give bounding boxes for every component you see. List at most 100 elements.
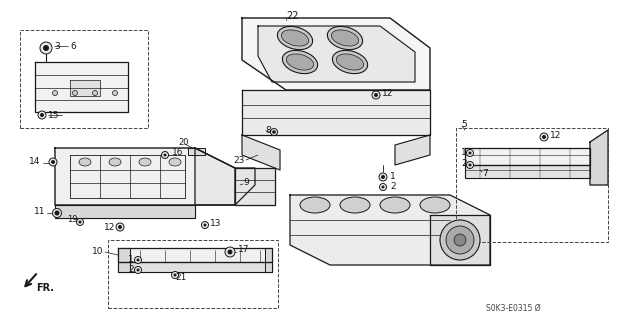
Circle shape [73, 91, 78, 95]
Polygon shape [242, 135, 280, 170]
Polygon shape [242, 90, 430, 135]
Polygon shape [235, 168, 275, 205]
Circle shape [40, 42, 52, 54]
Ellipse shape [109, 158, 121, 166]
Circle shape [112, 91, 117, 95]
Polygon shape [265, 248, 272, 272]
Text: 1: 1 [390, 172, 396, 180]
Circle shape [225, 247, 235, 257]
Circle shape [466, 149, 473, 156]
Text: 12: 12 [104, 223, 115, 233]
Text: 2: 2 [461, 158, 467, 167]
Circle shape [161, 151, 168, 158]
Polygon shape [118, 248, 272, 262]
Circle shape [76, 219, 83, 226]
Text: 11: 11 [34, 207, 45, 217]
Circle shape [173, 274, 176, 276]
Ellipse shape [281, 30, 309, 46]
Text: 1: 1 [129, 254, 134, 263]
Circle shape [38, 111, 46, 119]
Polygon shape [35, 62, 128, 112]
Polygon shape [188, 148, 205, 155]
Polygon shape [55, 148, 235, 205]
Circle shape [43, 45, 49, 51]
Circle shape [40, 113, 44, 117]
Ellipse shape [420, 197, 450, 213]
Text: 12: 12 [382, 89, 393, 98]
Circle shape [540, 133, 548, 141]
Text: 2: 2 [129, 265, 134, 274]
Circle shape [381, 186, 384, 188]
Text: 2: 2 [390, 181, 396, 190]
Circle shape [272, 130, 276, 134]
Text: 17: 17 [238, 245, 250, 254]
Circle shape [379, 183, 386, 190]
Circle shape [446, 226, 474, 254]
Circle shape [468, 164, 471, 166]
Polygon shape [242, 18, 430, 90]
Circle shape [372, 91, 380, 99]
Polygon shape [465, 165, 590, 178]
Text: 16: 16 [172, 148, 183, 156]
Ellipse shape [332, 50, 368, 74]
Polygon shape [395, 135, 430, 165]
Circle shape [171, 271, 178, 278]
Polygon shape [290, 195, 490, 265]
Ellipse shape [337, 54, 364, 70]
Circle shape [379, 173, 387, 181]
Ellipse shape [278, 26, 312, 50]
Ellipse shape [332, 30, 359, 46]
Polygon shape [70, 80, 100, 96]
Text: S0K3-E0315 Ø: S0K3-E0315 Ø [486, 303, 541, 313]
Polygon shape [590, 130, 608, 185]
Circle shape [163, 154, 166, 156]
Circle shape [468, 151, 471, 155]
Text: 20: 20 [178, 138, 189, 147]
Circle shape [53, 91, 58, 95]
Circle shape [454, 234, 466, 246]
Circle shape [204, 223, 207, 227]
Ellipse shape [139, 158, 151, 166]
Text: 8: 8 [265, 125, 271, 134]
Polygon shape [55, 205, 195, 218]
Bar [108, 240, 278, 308]
Ellipse shape [340, 197, 370, 213]
Polygon shape [195, 148, 255, 205]
Bar [20, 30, 148, 128]
Circle shape [201, 221, 209, 228]
Bar [456, 128, 608, 242]
Text: 15: 15 [48, 110, 60, 119]
Ellipse shape [79, 158, 91, 166]
Text: 5: 5 [461, 119, 467, 129]
Ellipse shape [327, 26, 363, 50]
Circle shape [381, 175, 385, 179]
Polygon shape [430, 215, 490, 265]
Circle shape [135, 267, 142, 274]
Text: 3: 3 [54, 42, 60, 51]
Circle shape [49, 158, 57, 166]
Text: 9: 9 [243, 178, 249, 187]
Circle shape [374, 93, 378, 97]
Text: 6: 6 [70, 42, 76, 51]
Circle shape [271, 129, 278, 135]
Text: 21: 21 [175, 273, 186, 282]
Text: 14: 14 [29, 156, 40, 165]
Circle shape [135, 257, 142, 263]
Polygon shape [118, 248, 130, 272]
Text: 22: 22 [286, 11, 299, 21]
Circle shape [542, 135, 546, 139]
Text: 12: 12 [550, 131, 561, 140]
Circle shape [116, 223, 124, 231]
Circle shape [440, 220, 480, 260]
Circle shape [227, 250, 232, 254]
Polygon shape [118, 262, 272, 272]
Polygon shape [258, 26, 415, 82]
Ellipse shape [169, 158, 181, 166]
Ellipse shape [380, 197, 410, 213]
Circle shape [466, 162, 473, 169]
Text: 7: 7 [482, 169, 487, 178]
Circle shape [137, 259, 140, 261]
Text: 23: 23 [233, 156, 245, 164]
Circle shape [118, 225, 122, 229]
Text: 1: 1 [461, 148, 467, 156]
